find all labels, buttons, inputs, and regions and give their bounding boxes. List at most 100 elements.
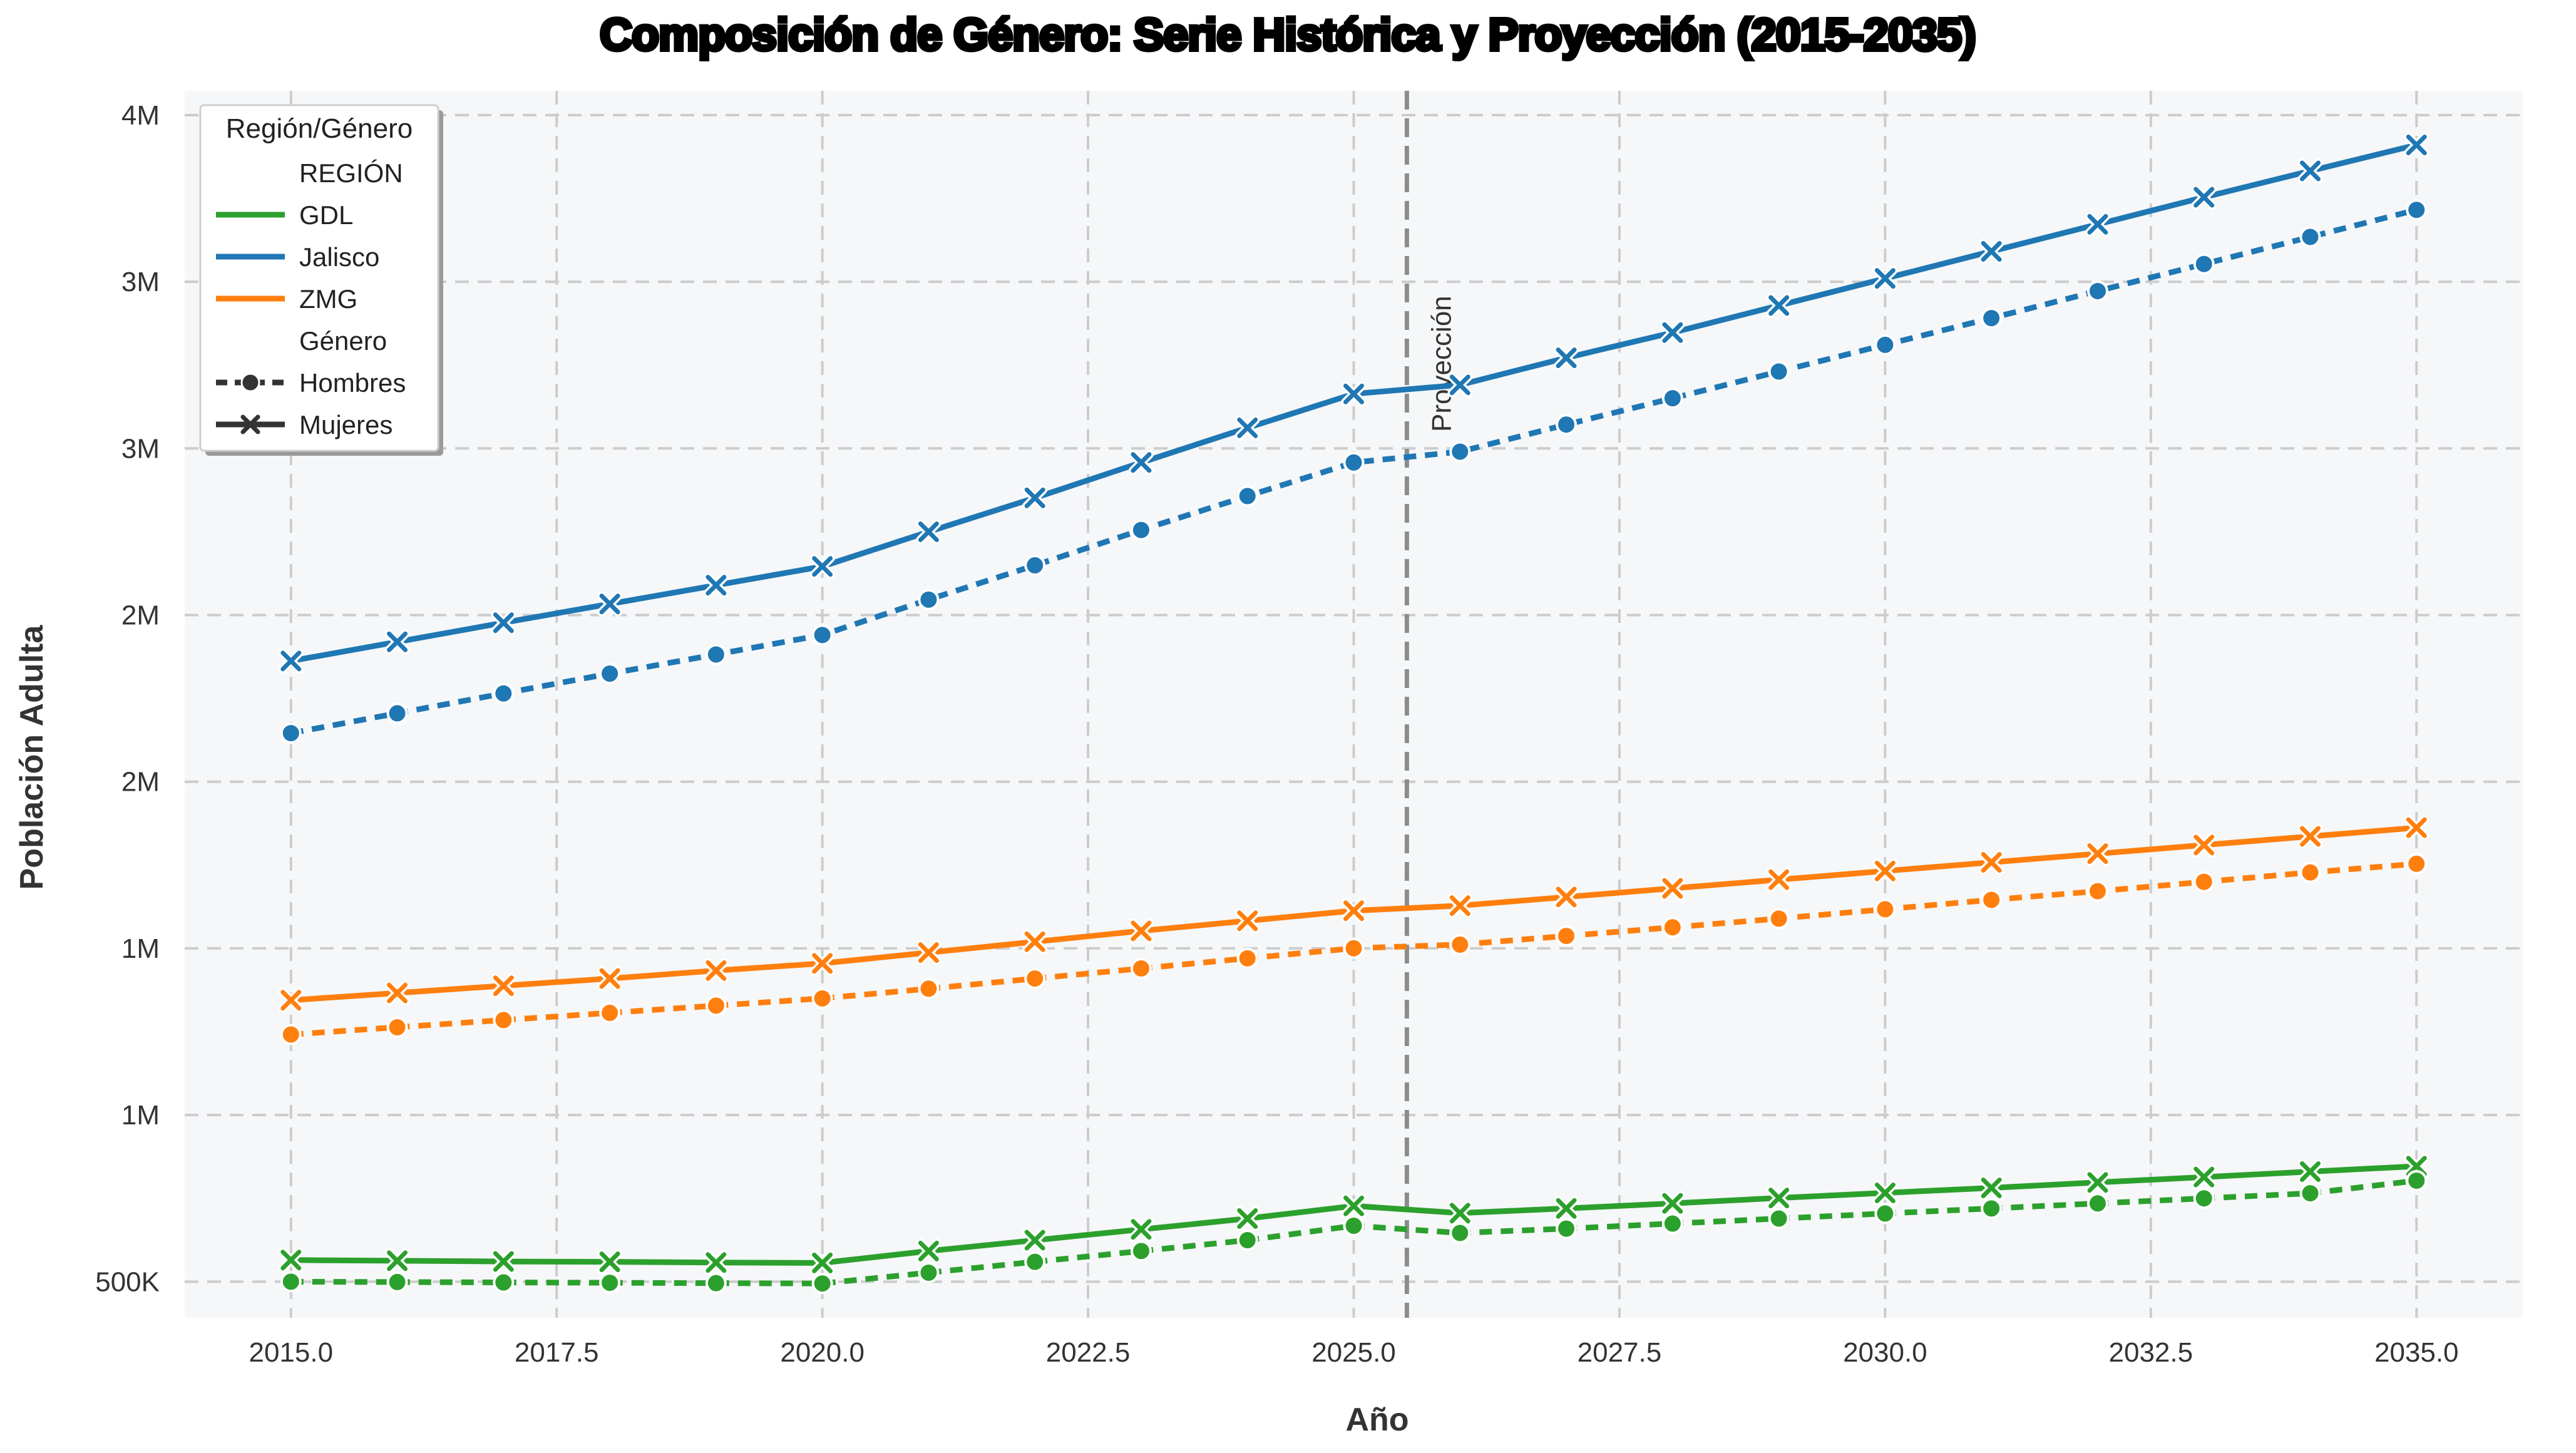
data-point-circle	[811, 987, 833, 1009]
data-point-x-stroke	[1237, 417, 1258, 438]
data-point-x	[1022, 485, 1048, 511]
data-point-x-stroke	[387, 1250, 408, 1271]
data-point-x-stroke	[1768, 1188, 1790, 1209]
data-point-x-stroke	[706, 575, 727, 596]
series-zmg-hombres	[280, 853, 2428, 1045]
data-point-x-stroke	[1449, 374, 1470, 396]
data-point-x-stroke	[1874, 268, 1896, 289]
data-point-circle	[2086, 1193, 2108, 1214]
data-point-x-stroke	[2406, 817, 2427, 838]
data-point-circle	[1981, 307, 2003, 329]
data-point-circle	[918, 978, 940, 1000]
data-point-x	[1128, 918, 1154, 944]
data-point-circle	[1556, 414, 1578, 436]
x-tick-label: 2030.0	[1843, 1337, 1927, 1368]
data-point-x	[491, 973, 516, 999]
data-point-circle	[386, 702, 408, 724]
data-point-x	[1234, 908, 1260, 933]
data-point-x	[1660, 1191, 1685, 1216]
data-point-x-stroke	[706, 1252, 727, 1273]
data-point-x	[384, 980, 410, 1006]
data-point-circle	[493, 1009, 515, 1031]
data-point-circle	[2193, 253, 2215, 275]
series-jalisco-mujeres	[278, 132, 2430, 674]
data-point-x	[384, 629, 410, 655]
data-point-x-stroke	[1662, 1193, 1683, 1214]
data-point-x-stroke	[1981, 1177, 2002, 1198]
legend-item: Jalisco	[216, 242, 379, 272]
y-tick-label: 1M	[121, 1100, 160, 1131]
data-point-x-stroke	[2087, 213, 2108, 235]
data-point-x	[1234, 415, 1260, 441]
data-point-x-stroke	[2087, 1172, 2108, 1193]
data-point-circle	[1661, 916, 1683, 938]
data-point-x-stroke	[1662, 322, 1683, 343]
data-point-circle	[2299, 1183, 2321, 1204]
data-point-x-stroke	[1131, 920, 1152, 942]
data-point-x-stroke	[2194, 187, 2215, 208]
data-point-x	[809, 553, 835, 579]
data-point-x-stroke	[1343, 383, 1364, 404]
data-point-circle	[1556, 1218, 1578, 1240]
data-point-x-stroke	[1874, 1183, 1896, 1204]
data-point-circle	[599, 1002, 621, 1024]
data-point-x	[1766, 293, 1792, 318]
legend-x-marker	[240, 414, 260, 434]
legend-box	[199, 104, 439, 452]
data-point-circle	[918, 588, 940, 610]
data-point-x-stroke	[493, 1251, 514, 1272]
data-point-x	[1128, 1216, 1154, 1242]
y-tick-label: 4M	[121, 100, 160, 131]
data-point-x	[597, 1249, 623, 1275]
data-point-x	[597, 591, 623, 617]
data-point-x	[703, 572, 729, 598]
x-tick-label: 2020.0	[780, 1337, 865, 1368]
data-point-x	[1979, 239, 2004, 264]
data-point-circle	[2086, 280, 2108, 302]
data-point-x	[1979, 850, 2004, 875]
data-point-x-stroke	[2299, 160, 2321, 182]
data-point-circle	[2406, 1169, 2428, 1191]
x-tick-label: 2035.0	[2374, 1337, 2459, 1368]
data-point-x-stroke	[1237, 910, 1258, 932]
y-tick-label: 2M	[121, 767, 160, 798]
series-gdl-mujeres	[278, 1153, 2430, 1276]
data-point-circle	[1343, 451, 1365, 473]
data-point-x-stroke	[1556, 347, 1577, 369]
data-point-circle	[1130, 1240, 1152, 1262]
data-point-circle	[1343, 1215, 1365, 1236]
data-point-x-stroke	[1556, 1198, 1577, 1219]
legend-circle-marker	[240, 372, 260, 393]
x-tick-label: 2022.5	[1046, 1337, 1131, 1368]
data-point-x-stroke	[1981, 851, 2002, 873]
data-point-x-stroke	[1024, 487, 1045, 508]
data-point-x	[2191, 832, 2217, 858]
data-point-x	[1554, 1196, 1579, 1221]
legend-item: Mujeres	[216, 410, 393, 439]
legend-label: REGIÓN	[299, 158, 403, 188]
x-tick-label: 2017.5	[515, 1337, 599, 1368]
legend-label: Jalisco	[299, 242, 379, 272]
data-point-x	[2297, 823, 2323, 849]
data-point-circle	[1768, 1208, 1790, 1230]
data-point-x	[2085, 212, 2110, 237]
data-point-x-stroke	[1449, 895, 1470, 916]
data-point-circle	[811, 1273, 833, 1295]
data-point-circle	[599, 663, 621, 684]
data-point-circle	[1449, 933, 1471, 955]
data-point-circle	[1024, 555, 1046, 577]
data-point-x	[703, 1250, 729, 1275]
data-point-x	[2191, 1164, 2217, 1190]
legend-label: Mujeres	[299, 410, 393, 439]
data-point-circle	[280, 1271, 302, 1293]
data-point-circle	[1768, 908, 1790, 930]
data-point-x	[2404, 132, 2430, 158]
data-point-x	[1447, 372, 1473, 398]
data-point-x	[703, 958, 729, 983]
data-point-x	[1660, 876, 1685, 901]
data-point-x	[2404, 815, 2430, 841]
data-point-circle	[2193, 871, 2215, 893]
data-point-circle	[918, 1261, 940, 1283]
data-point-x-stroke	[812, 1252, 833, 1273]
chart-title: Composición de Género: Serie Histórica y…	[600, 10, 1976, 60]
